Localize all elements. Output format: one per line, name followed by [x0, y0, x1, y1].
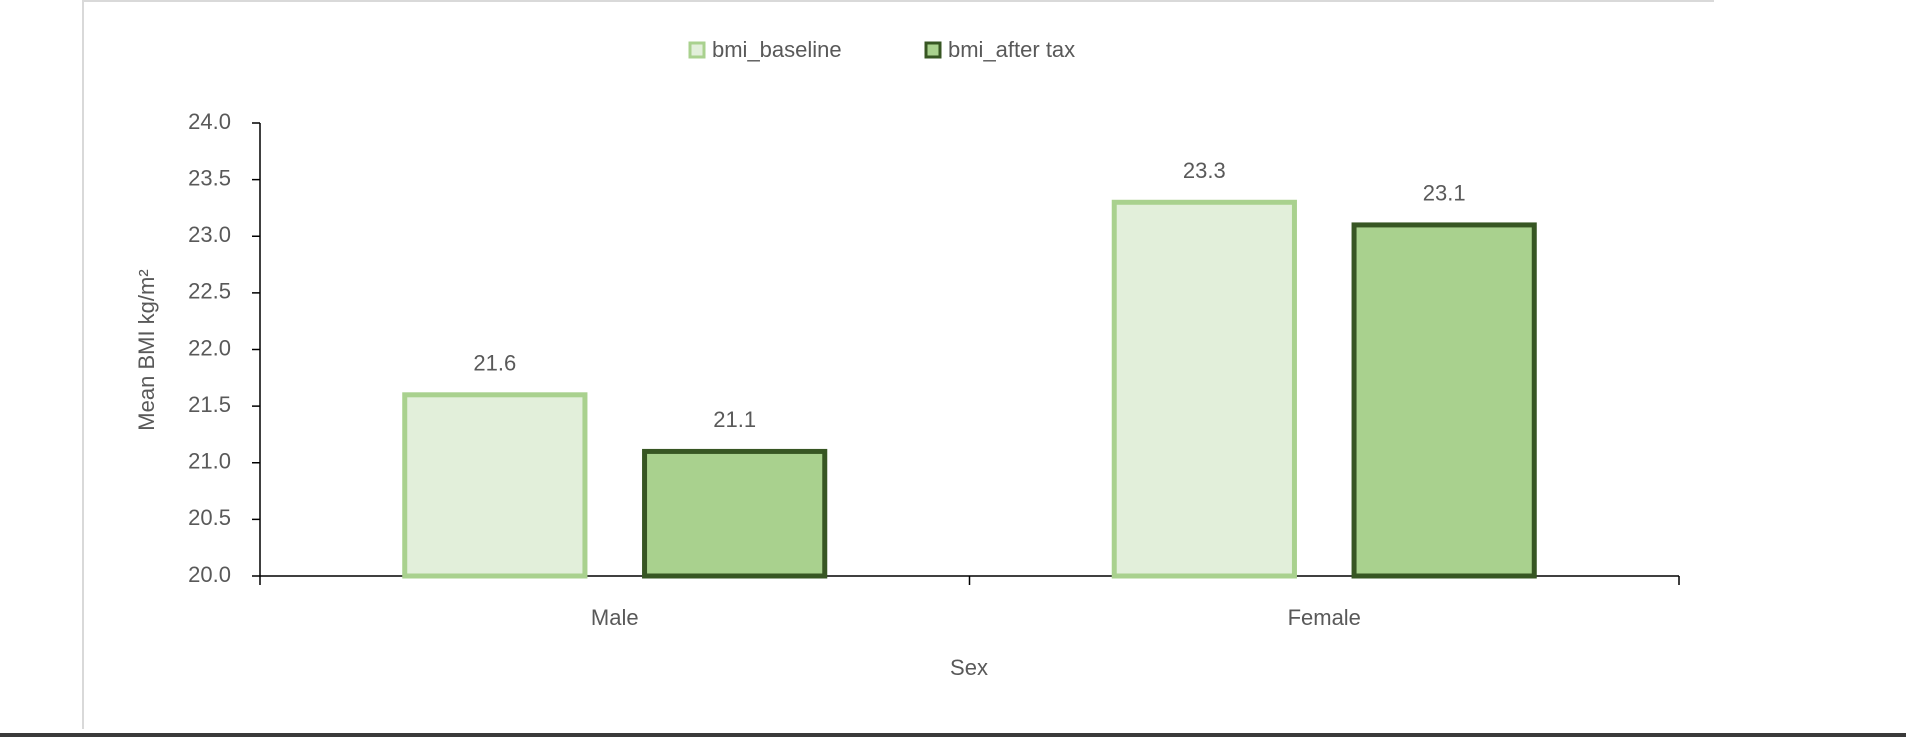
y-tick-label: 22.5: [188, 279, 231, 304]
y-tick-label: 22.0: [188, 335, 231, 360]
bar: [1111, 199, 1297, 579]
data-label: 21.6: [473, 351, 516, 376]
y-tick-label: 24.0: [188, 109, 231, 134]
legend-label: bmi_after tax: [948, 37, 1075, 62]
data-label: 23.3: [1183, 158, 1226, 183]
legend-label: bmi_baseline: [712, 37, 842, 62]
y-tick-label: 23.5: [188, 165, 231, 190]
bar: [402, 392, 588, 579]
y-tick-label: 20.5: [188, 505, 231, 530]
x-tick-label: Female: [1288, 605, 1361, 630]
legend-swatch: [924, 41, 942, 59]
bar: [1351, 222, 1537, 579]
data-label: 23.1: [1423, 181, 1466, 206]
y-tick-label: 21.5: [188, 392, 231, 417]
bar: [642, 448, 828, 579]
y-tick-label: 23.0: [188, 222, 231, 247]
y-axis-title: Mean BMI kg/m²: [134, 269, 159, 430]
legend-swatch: [688, 41, 706, 59]
y-tick-label: 21.0: [188, 449, 231, 474]
data-label: 21.1: [713, 407, 756, 432]
x-tick-label: Male: [591, 605, 639, 630]
bottom-strip: [0, 733, 1906, 737]
x-axis-title: Sex: [950, 655, 988, 680]
y-tick-label: 20.0: [188, 562, 231, 587]
